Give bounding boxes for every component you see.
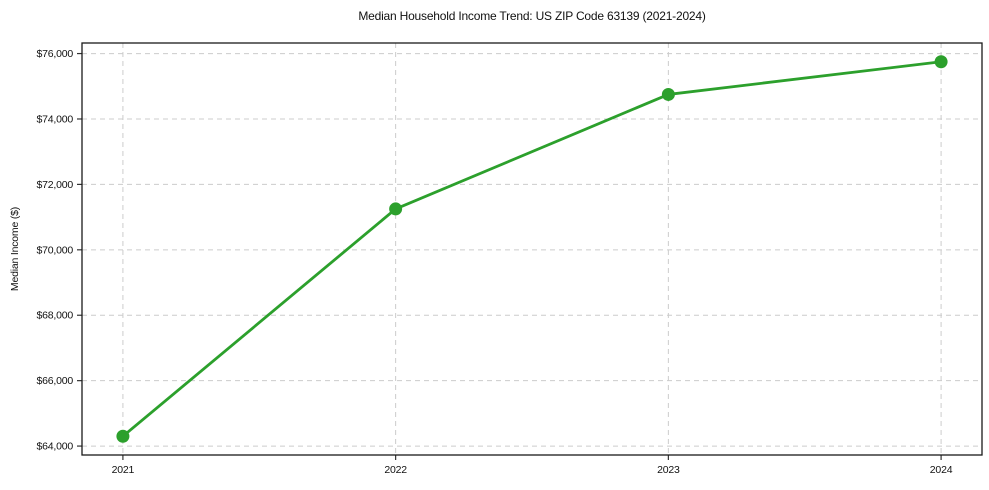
x-tick-label: 2022 <box>384 464 407 476</box>
y-tick-label: $72,000 <box>36 179 73 191</box>
y-tick-label: $76,000 <box>36 48 73 60</box>
y-tick-label: $66,000 <box>36 375 73 387</box>
x-tick-label: 2023 <box>657 464 680 476</box>
data-point-marker <box>934 55 948 69</box>
plot-area-border <box>81 42 983 456</box>
y-tick-label: $68,000 <box>36 310 73 322</box>
data-point-marker <box>661 87 675 101</box>
y-tick-label: $64,000 <box>36 441 73 453</box>
chart-title: Median Household Income Trend: US ZIP Co… <box>358 9 706 23</box>
y-tick-label: $70,000 <box>36 244 73 256</box>
series-line <box>121 60 943 438</box>
x-tick-label: 2021 <box>112 464 135 476</box>
data-point-marker <box>116 429 130 443</box>
data-point-marker <box>389 202 403 216</box>
y-tick-label: $74,000 <box>36 113 73 125</box>
x-tick-label: 2024 <box>930 464 953 476</box>
